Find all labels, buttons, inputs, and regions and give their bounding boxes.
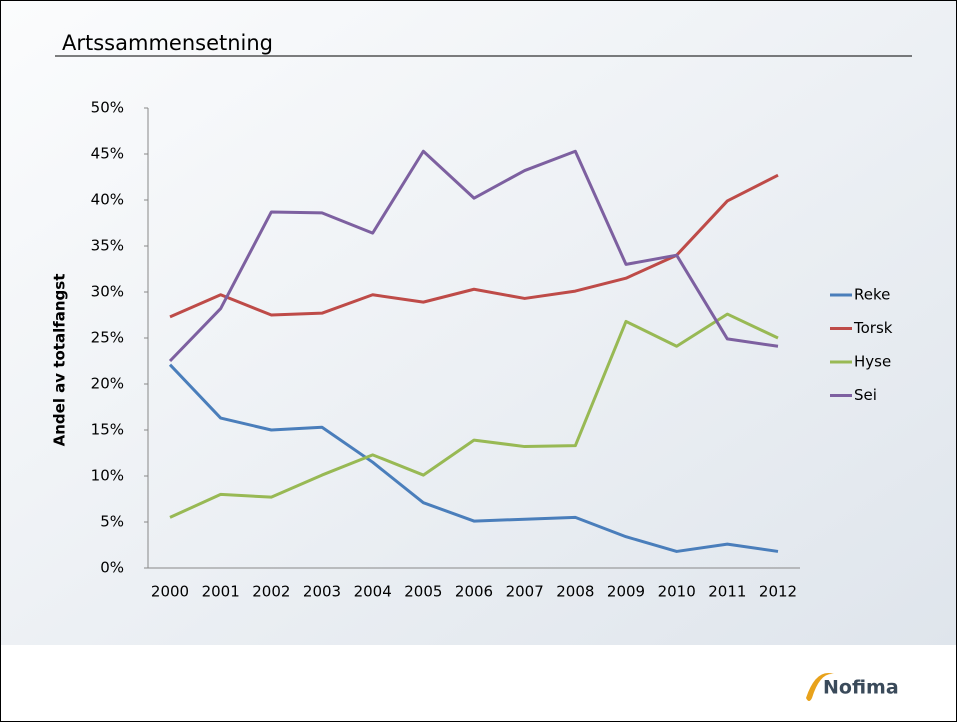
x-tick-label: 2005 [404, 583, 442, 601]
background [1, 1, 956, 645]
series-line [169, 312, 779, 519]
series-line [168, 363, 779, 553]
y-tick-label: 30% [91, 283, 124, 301]
legend-label: Hyse [854, 353, 891, 371]
x-tick-label: 2004 [354, 583, 392, 601]
logo: Nofima [823, 677, 899, 699]
x-tick-label: 2011 [708, 583, 746, 601]
x-tick-label: 2010 [658, 583, 696, 601]
y-tick-label: 15% [91, 421, 124, 439]
legend-label: Torsk [853, 319, 893, 337]
y-tick-label: 40% [91, 191, 124, 209]
x-tick-label: 2001 [202, 583, 240, 601]
y-axis-label: Andel av totalfangst [51, 274, 69, 447]
x-tick-label: 2003 [303, 583, 341, 601]
y-tick-label: 50% [91, 99, 124, 117]
x-tick-label: 2009 [607, 583, 645, 601]
series-line [168, 149, 779, 363]
y-tick-label: 5% [100, 513, 124, 531]
y-tick-label: 10% [91, 467, 124, 485]
x-tick-label: 2007 [506, 583, 544, 601]
x-tick-label: 2006 [455, 583, 493, 601]
x-tick-label: 2002 [252, 583, 290, 601]
logo-swoosh [806, 673, 834, 701]
legend-label: Sei [854, 386, 877, 404]
y-tick-label: 20% [91, 375, 124, 393]
y-tick-label: 25% [91, 329, 124, 347]
x-tick-label: 2008 [556, 583, 594, 601]
x-tick-label: 2000 [151, 583, 189, 601]
y-tick-label: 0% [100, 559, 124, 577]
y-tick-label: 45% [91, 145, 124, 163]
legend-label: Reke [854, 286, 890, 304]
y-tick-label: 35% [91, 237, 124, 255]
x-tick-label: 2012 [759, 583, 797, 601]
chart-title: Artssammensetning [62, 31, 273, 55]
